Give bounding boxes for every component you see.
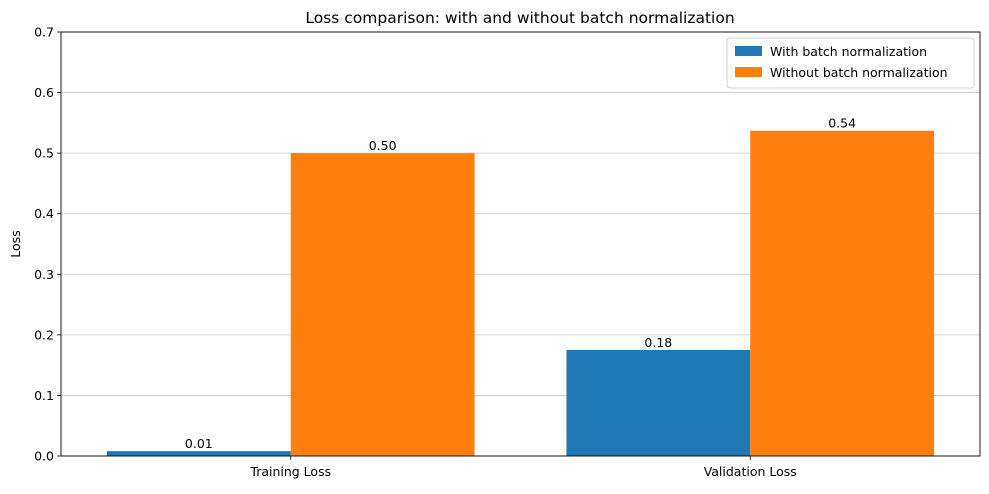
gridlines: [61, 31, 980, 457]
plot-frame: [60, 31, 981, 457]
x-tick-label: Training Loss: [249, 464, 331, 479]
bar-value-label: 0.01: [185, 436, 213, 451]
y-tick-label: 0.3: [34, 267, 54, 282]
bar: [106, 451, 291, 456]
data-labels: 0.01 0.18 0.50 0.54: [185, 116, 856, 451]
legend: With batch normalization Without batch no…: [726, 37, 975, 89]
y-axis-label: Loss: [8, 230, 23, 257]
bar-value-label: 0.54: [828, 116, 856, 131]
y-tick-label: 0.7: [34, 25, 54, 40]
bar: [566, 350, 751, 456]
y-tick-label: 0.6: [34, 85, 54, 100]
legend-swatch: [735, 46, 762, 56]
bars: [106, 130, 935, 456]
legend-box: [726, 37, 975, 89]
bar: [290, 153, 475, 456]
y-tick-label: 0.4: [34, 206, 54, 221]
y-tick-label: 0.0: [34, 449, 54, 464]
legend-label: Without batch normalization: [770, 65, 948, 80]
legend-label: With batch normalization: [770, 44, 927, 59]
bar-value-label: 0.50: [369, 138, 397, 153]
bar-value-label: 0.18: [644, 335, 672, 350]
y-tick-label: 0.1: [34, 388, 54, 403]
chart-title: Loss comparison: with and without batch …: [305, 9, 734, 27]
y-tick-label: 0.5: [34, 146, 54, 161]
x-tick-label: Validation Loss: [704, 464, 797, 479]
axes: 0.0 0.1 0.2 0.3 0.4 0.5 0.6 0.7 Training Loss Val…: [34, 25, 981, 479]
bar: [750, 130, 935, 456]
y-tick-label: 0.2: [34, 327, 54, 342]
legend-swatch: [735, 67, 762, 77]
